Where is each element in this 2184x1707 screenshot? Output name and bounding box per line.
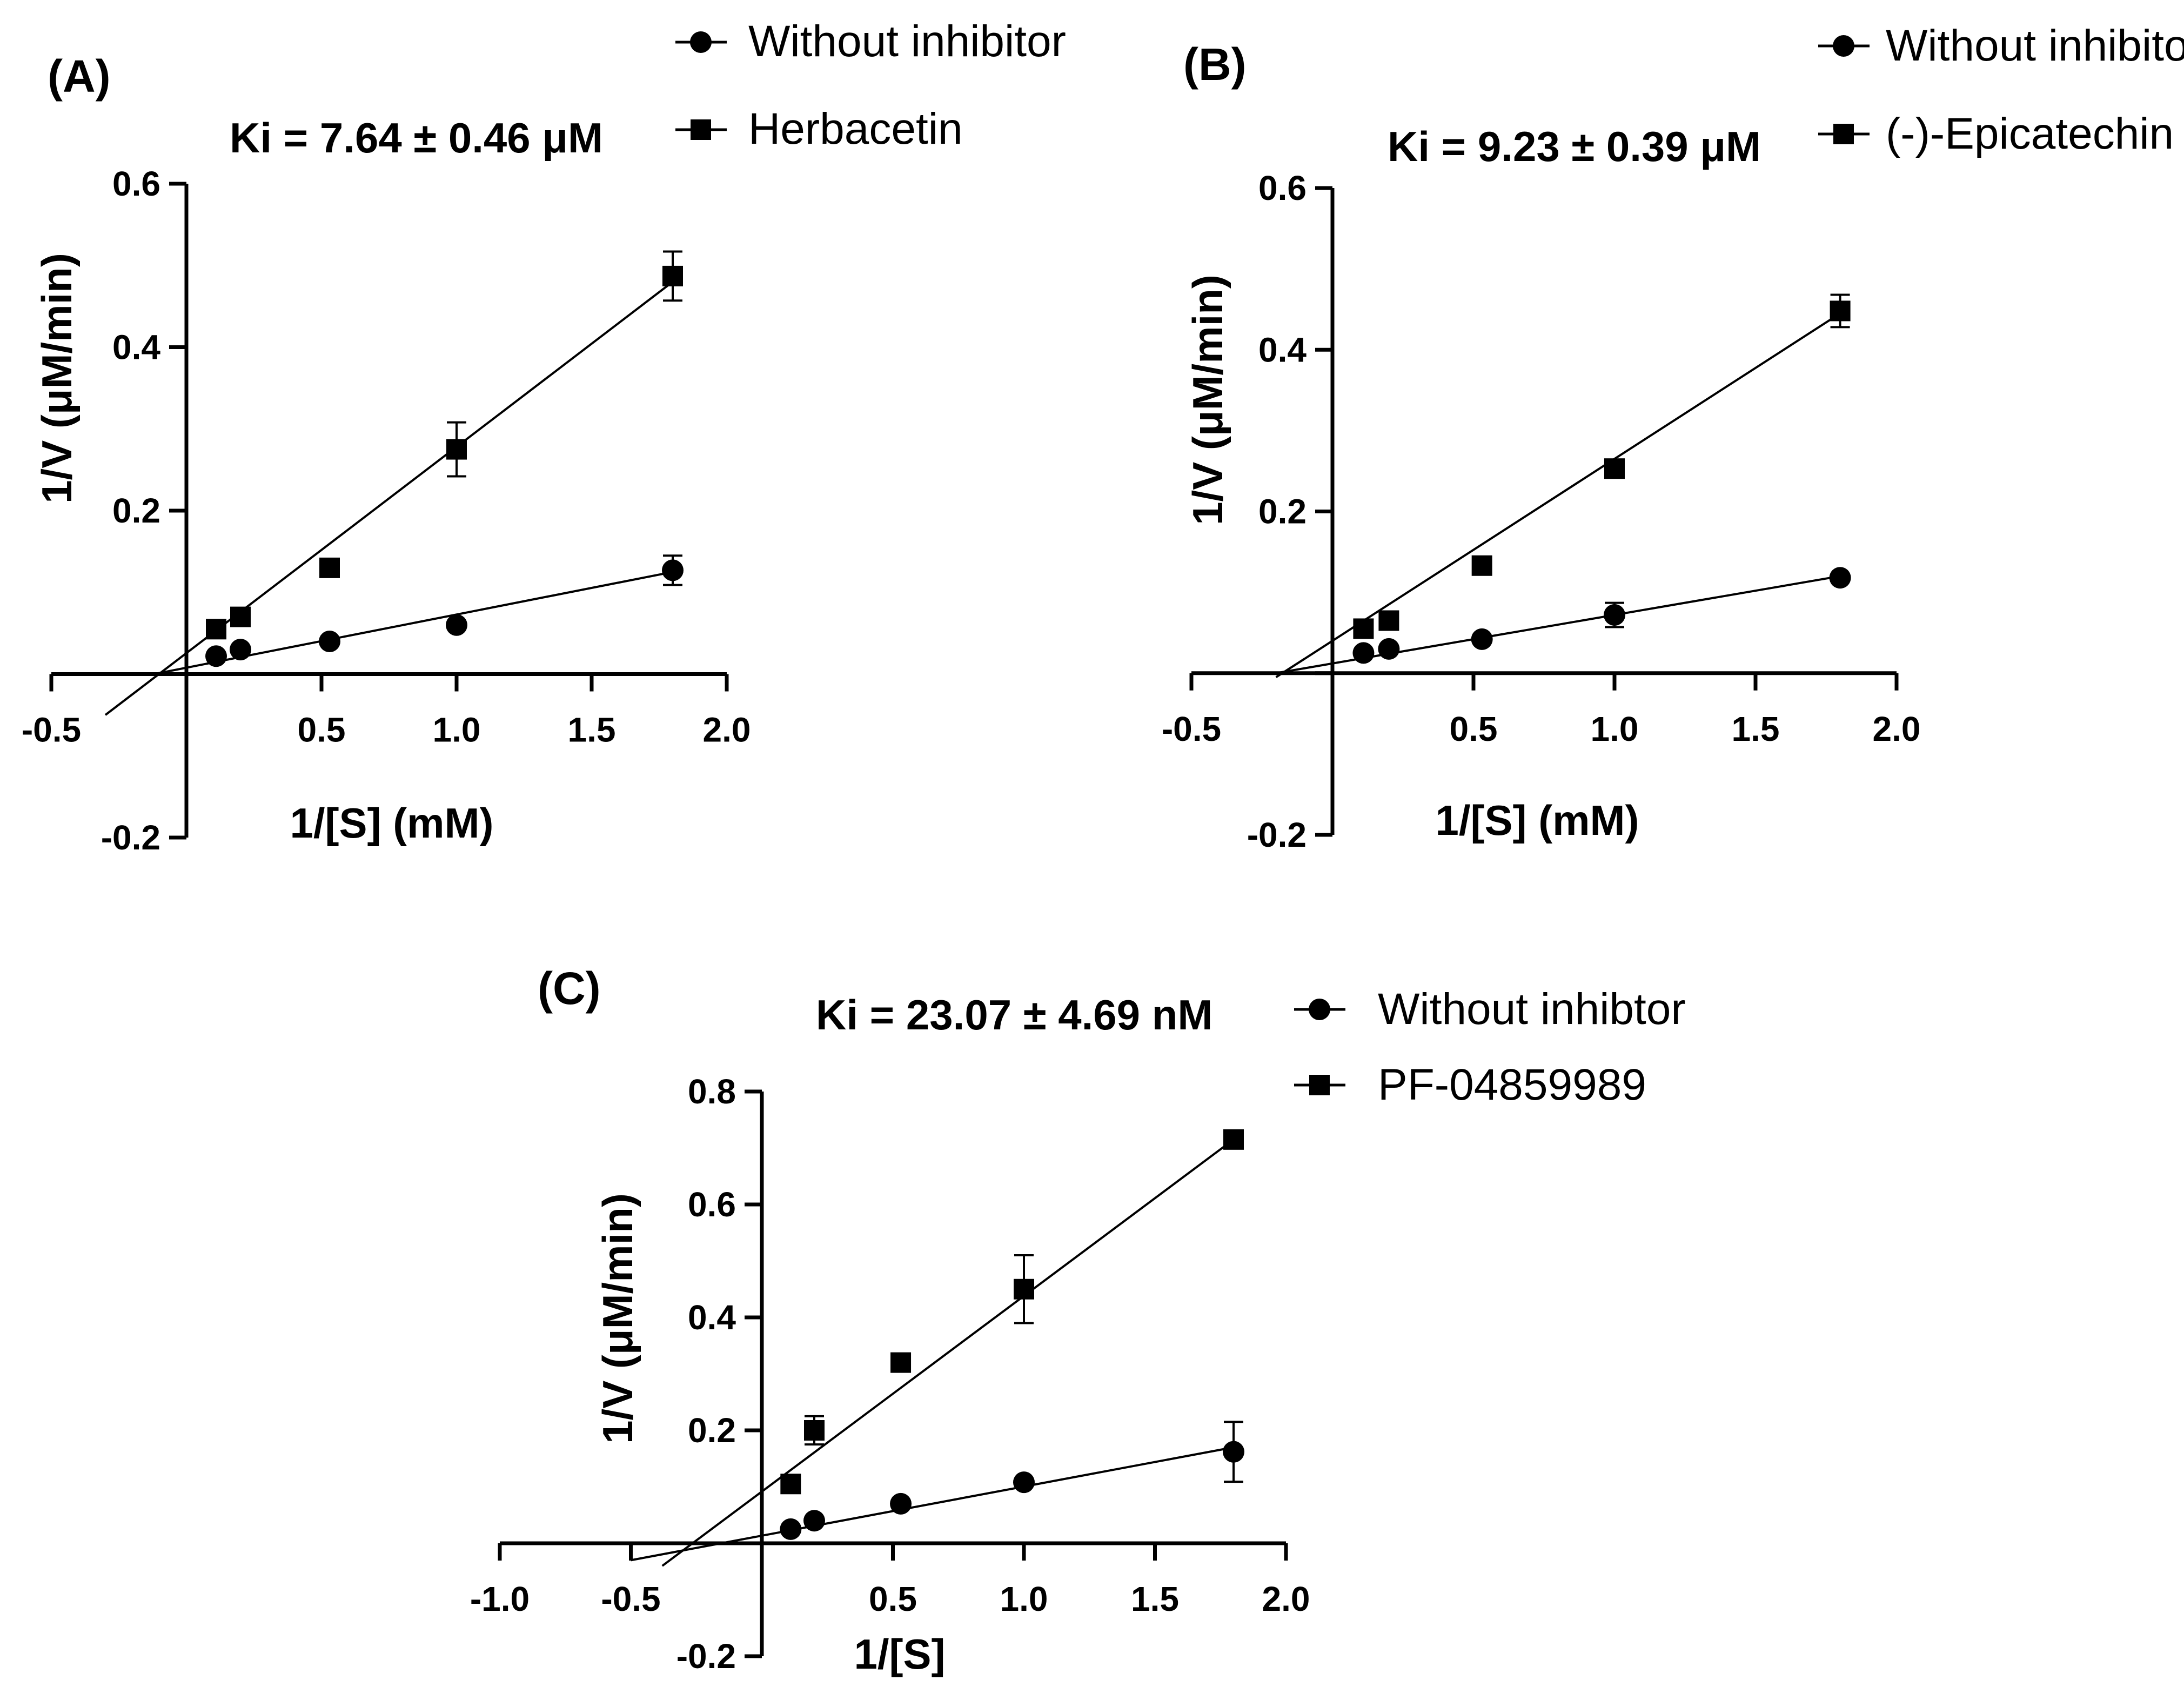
data-point-circle	[1604, 604, 1625, 626]
data-point-circle	[1223, 1441, 1244, 1463]
x-tick-label: 0.5	[869, 1579, 917, 1618]
x-tick-label: 1.0	[433, 711, 481, 749]
panel-b-ki-annotation: Ki = 9.23 ± 0.39 μM	[1388, 123, 1761, 170]
data-point-circle	[1013, 1471, 1035, 1494]
panel-a-label: (A)	[48, 51, 111, 102]
panel-a-legend: Without inhibitor Herbacetin	[675, 17, 1066, 153]
panel-b: (B) Ki = 9.23 ± 0.39 μM 1/[S] (mM) 1/V (…	[1162, 21, 2184, 854]
y-tick-label: 0.6	[1258, 169, 1307, 207]
x-tick-label: -0.5	[601, 1579, 660, 1618]
data-point-circle	[1378, 638, 1400, 660]
data-point-circle	[446, 614, 467, 636]
data-point-circle	[1471, 628, 1493, 650]
fit-line-series-1	[631, 1446, 1234, 1562]
data-point-circle	[803, 1510, 825, 1532]
panel-b-legend-label-1: Without inhibitor	[1886, 21, 2184, 70]
panel-b-plot-area: -0.5 0.5 1.0 1.5 2.0 -0.2 0.2 0.4 0.6	[1162, 169, 1921, 854]
panel-b-y-axis-label: 1/V (μM/min)	[1184, 275, 1231, 525]
panel-c-legend: Without inhibtor PF-04859989	[1294, 985, 1686, 1109]
data-point-circle	[890, 1492, 912, 1515]
data-point-circle	[230, 639, 251, 661]
panel-c-plot-area: -1.0 -0.5 0.5 1.0 1.5 2.0 -0.2 0.2 0.4 0.6 0.8	[470, 1072, 1310, 1676]
y-tick-label: 0.4	[1258, 330, 1307, 369]
x-tick-label: 2.0	[1262, 1579, 1310, 1618]
data-point-circle	[1829, 567, 1851, 589]
x-tick-label: 0.5	[298, 711, 346, 749]
x-tick-label: 0.5	[1450, 709, 1498, 748]
data-point-square	[1378, 610, 1399, 631]
data-point-circle	[780, 1518, 802, 1540]
data-point-square	[319, 557, 340, 578]
panel-a-x-axis-label: 1/[S] (mM)	[290, 799, 494, 847]
legend-square-marker	[1309, 1075, 1330, 1095]
panel-c-label: (C)	[538, 963, 601, 1014]
panel-b-legend-label-2: (-)-Epicatechin	[1886, 109, 2174, 158]
data-point-square	[1223, 1129, 1244, 1150]
data-point-square	[1014, 1278, 1034, 1300]
y-tick-label: 0.8	[688, 1072, 736, 1111]
data-point-square	[446, 439, 467, 460]
x-tick-label: 1.5	[1131, 1579, 1179, 1618]
legend-circle-marker	[1309, 999, 1330, 1020]
fit-line-series-2	[661, 1139, 1235, 1567]
data-point-square	[804, 1420, 825, 1441]
data-point-square	[1604, 458, 1625, 479]
fit-line-series-2	[104, 280, 674, 716]
x-tick-label: 1.5	[1732, 709, 1780, 748]
x-tick-label: 1.0	[1000, 1579, 1048, 1618]
panel-a-legend-label-2: Herbacetin	[748, 104, 963, 153]
y-tick-label: -0.2	[101, 818, 160, 857]
panel-c-legend-label-1: Without inhibtor	[1378, 985, 1686, 1034]
x-tick-label: -1.0	[470, 1579, 530, 1618]
data-point-square	[1471, 555, 1492, 576]
legend-circle-marker	[690, 31, 712, 53]
data-point-circle	[662, 559, 684, 581]
panel-a-legend-label-1: Without inhibitor	[748, 17, 1066, 66]
panel-b-legend: Without inhibitor (-)-Epicatechin	[1818, 21, 2184, 158]
fit-line-series-2	[1275, 312, 1841, 678]
data-point-circle	[1352, 642, 1375, 664]
y-tick-label: 0.4	[688, 1298, 736, 1337]
data-point-square	[230, 606, 251, 627]
y-tick-label: 0.2	[1258, 492, 1307, 531]
data-point-square	[890, 1352, 912, 1373]
x-tick-label: -0.5	[22, 711, 81, 749]
panel-c-x-axis-label: 1/[S]	[854, 1630, 945, 1678]
panel-a: (A) Ki = 7.64 ± 0.46 μM 1/[S] (mM) 1/V (…	[22, 17, 1066, 857]
x-tick-label: 1.0	[1591, 709, 1639, 748]
panel-a-ki-annotation: Ki = 7.64 ± 0.46 μM	[230, 114, 603, 162]
data-point-square	[662, 265, 683, 286]
data-point-circle	[319, 631, 340, 652]
panel-b-x-axis-label: 1/[S] (mM)	[1436, 796, 1639, 844]
y-tick-label: 0.6	[112, 164, 160, 203]
panel-b-label: (B)	[1183, 39, 1247, 90]
x-tick-label: 2.0	[1873, 709, 1921, 748]
x-tick-label: 1.5	[568, 711, 616, 749]
panel-a-y-axis-label: 1/V (μM/min)	[33, 253, 81, 504]
y-tick-label: 0.6	[688, 1185, 736, 1224]
data-point-square	[206, 619, 226, 640]
legend-square-marker	[691, 119, 711, 140]
y-tick-label: 0.2	[112, 491, 160, 530]
y-tick-label: 0.4	[112, 328, 160, 367]
panel-a-plot-area: -0.5 0.5 1.0 1.5 2.0 -0.2 0.2 0.4 0.6	[22, 164, 751, 857]
panel-c: (C) Ki = 23.07 ± 4.69 nM 1/[S] 1/V (μM/m…	[470, 963, 1686, 1678]
x-tick-label: 2.0	[703, 711, 751, 749]
data-point-square	[1353, 618, 1374, 639]
y-tick-label: -0.2	[676, 1637, 736, 1676]
y-tick-label: -0.2	[1247, 815, 1307, 854]
x-tick-label: -0.5	[1162, 709, 1221, 748]
panel-c-y-axis-label: 1/V (μM/min)	[594, 1193, 641, 1444]
data-point-square	[780, 1474, 801, 1495]
legend-square-marker	[1833, 124, 1854, 144]
data-point-circle	[205, 645, 227, 667]
y-tick-label: 0.2	[688, 1411, 736, 1450]
panel-c-ki-annotation: Ki = 23.07 ± 4.69 nM	[816, 991, 1212, 1039]
legend-circle-marker	[1833, 35, 1854, 57]
panel-c-legend-label-2: PF-04859989	[1378, 1060, 1646, 1109]
data-point-square	[1830, 300, 1851, 322]
